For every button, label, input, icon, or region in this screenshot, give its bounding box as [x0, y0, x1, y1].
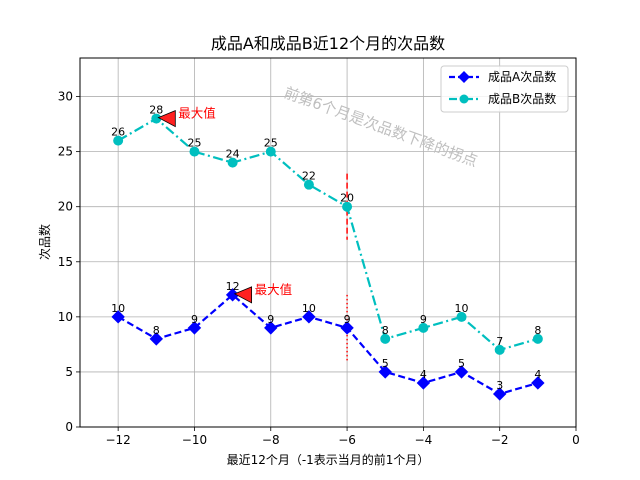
x-tick-label: −12	[105, 433, 130, 447]
data-point-b	[265, 146, 276, 157]
data-point-b	[380, 333, 391, 344]
data-point-a	[149, 332, 164, 346]
legend-marker	[458, 71, 470, 83]
max-value-annotation: 最大值	[255, 282, 293, 297]
max-value-annotation: 最大值	[178, 106, 216, 121]
y-tick-label: 25	[58, 145, 73, 159]
x-tick-label: −8	[262, 433, 280, 447]
data-point-b	[342, 201, 353, 212]
data-label: 9	[267, 313, 274, 326]
x-axis-label: 最近12个月（-1表示当月的前1个月）	[227, 452, 430, 467]
max-arrow-icon	[157, 109, 176, 128]
data-point-b	[456, 311, 467, 322]
data-point-b	[189, 146, 200, 157]
max-arrow-icon	[233, 286, 253, 304]
data-point-a	[416, 376, 431, 390]
data-point-a	[340, 321, 354, 335]
data-label: 28	[149, 104, 163, 117]
series-line-1	[117, 293, 539, 396]
legend-label: 成品B次品数	[488, 91, 556, 106]
legend-label: 成品A次品数	[488, 69, 556, 84]
data-label: 9	[344, 313, 351, 326]
data-label: 24	[226, 148, 240, 161]
y-tick-label: 10	[58, 310, 73, 324]
data-point-b	[227, 157, 238, 168]
y-tick-label: 15	[58, 255, 73, 269]
data-point-a	[454, 365, 469, 379]
data-label: 25	[264, 137, 278, 150]
y-tick-label: 0	[65, 420, 73, 434]
data-label: 10	[455, 302, 469, 315]
y-tick-label: 30	[58, 90, 73, 104]
axis-ticks: −12 −10 −8 −6 −4 −2 0 0 5 10 15 20 25 30	[58, 90, 580, 447]
data-label: 4	[420, 368, 427, 381]
data-point-b	[418, 322, 429, 333]
data-label: 9	[191, 313, 198, 326]
data-label: 20	[340, 192, 354, 205]
data-point-a	[302, 310, 316, 324]
data-point-a	[378, 365, 392, 379]
data-label: 7	[496, 335, 503, 348]
data-point-a	[531, 376, 545, 390]
data-label: 3	[496, 379, 503, 392]
x-tick-label: −10	[182, 433, 207, 447]
data-point-a	[492, 387, 507, 401]
data-label: 9	[420, 313, 427, 326]
y-axis-label: 次品数	[37, 224, 52, 260]
plot-frame	[79, 57, 577, 428]
data-label: 8	[534, 324, 541, 337]
data-point-a	[187, 321, 202, 335]
data-point-a	[111, 310, 125, 324]
data-label: 10	[302, 302, 316, 315]
data-label: 8	[153, 324, 160, 337]
data-label: 22	[302, 170, 316, 183]
data-label: 4	[534, 368, 541, 381]
data-point-b	[113, 135, 124, 146]
y-tick-label: 5	[65, 365, 73, 379]
data-point-b	[532, 333, 543, 344]
data-point-b	[303, 179, 314, 190]
data-label: 26	[111, 126, 125, 139]
data-point-b	[494, 344, 505, 355]
data-label: 8	[382, 324, 389, 337]
data-label: 5	[382, 357, 389, 370]
data-label: 25	[187, 137, 201, 150]
data-label: 10	[111, 302, 125, 315]
x-tick-label: 0	[572, 433, 580, 447]
x-tick-label: −2	[491, 433, 509, 447]
chart-title: 成品A和成品B近12个月的次品数	[211, 34, 445, 53]
data-label: 12	[226, 280, 240, 293]
series-layer: 10 8 9 12 9 10 9 5 4 5 3 4 26 28 25 24 25 22 20 8 9 10 7 8	[111, 104, 545, 401]
y-tick-label: 20	[58, 200, 73, 214]
legend-marker	[459, 94, 469, 104]
data-point-a	[264, 321, 278, 335]
x-tick-label: −6	[338, 433, 356, 447]
data-label: 5	[458, 357, 465, 370]
x-tick-label: −4	[415, 433, 433, 447]
